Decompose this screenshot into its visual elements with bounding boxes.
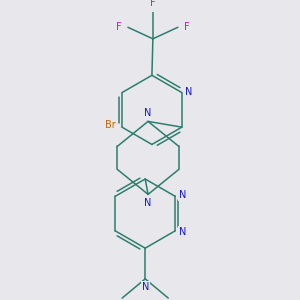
Text: N: N <box>179 227 187 237</box>
Text: N: N <box>179 190 187 200</box>
Text: F: F <box>150 0 156 8</box>
Text: N: N <box>185 87 192 97</box>
Text: N: N <box>144 198 152 208</box>
Text: N: N <box>142 282 149 292</box>
Text: F: F <box>116 22 122 32</box>
Text: N: N <box>144 108 152 118</box>
Text: Br: Br <box>105 120 116 130</box>
Text: F: F <box>184 22 189 32</box>
